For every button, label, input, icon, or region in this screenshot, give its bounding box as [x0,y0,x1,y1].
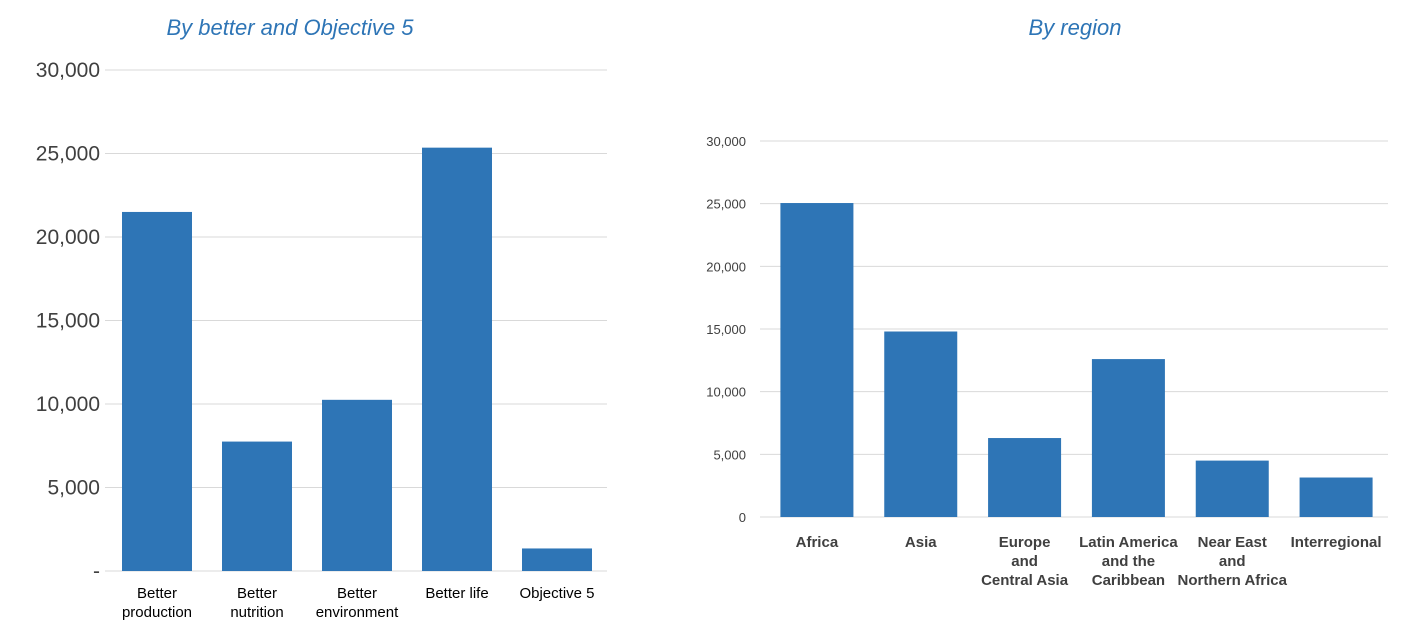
x-category-label: Better [237,585,277,602]
x-category-label: Caribbean [1092,572,1165,589]
x-category-label: and [1011,553,1038,570]
bar [780,203,854,518]
x-category-label: Better [337,585,377,602]
y-tick-label: 15,000 [706,322,746,337]
chart1-title: By better and Objective 5 [166,15,414,40]
x-category-label: Objective 5 [519,585,594,602]
bar [884,331,958,517]
bar [122,211,192,571]
x-category-label: and the [1102,553,1155,570]
bar [422,147,492,571]
x-category-label: Near East [1198,534,1267,551]
bar [1299,477,1373,517]
y-tick-label: 5,000 [47,477,100,500]
bar [322,399,392,571]
bar [222,441,292,571]
x-category-label: environment [316,604,399,621]
x-category-label: Latin America [1079,534,1178,551]
x-category-label: Central Asia [981,572,1069,589]
y-tick-label: 25,000 [36,143,100,166]
y-tick-label: 15,000 [36,310,100,333]
x-category-label: and [1219,553,1246,570]
y-tick-label: 10,000 [706,385,746,400]
bar [522,548,592,571]
chart1-plot: - 5,000 10,000 15,000 20,000 25,000 30,000 Bett… [36,59,607,621]
x-category-label: nutrition [230,604,283,621]
y-tick-label: 25,000 [706,197,746,212]
y-tick-label: 0 [739,510,746,525]
x-category-label: Better life [425,585,488,602]
x-category-label: Africa [796,534,839,551]
y-tick-label: 20,000 [36,226,100,249]
y-tick-label: 20,000 [706,259,746,274]
y-tick-label: - [93,560,100,583]
x-category-label: Northern Africa [1178,572,1288,589]
bar [988,438,1062,517]
x-category-label: Europe [999,534,1051,551]
y-tick-label: 30,000 [706,134,746,149]
bar [1091,359,1165,517]
x-category-label: Asia [905,534,937,551]
x-category-label: Better [137,585,177,602]
x-category-label: Interregional [1291,534,1382,551]
chart2-plot: 0 5,000 10,000 15,000 20,000 25,000 30,000 Afri… [706,134,1388,589]
x-category-label: production [122,604,192,621]
bar [1195,460,1269,517]
y-tick-label: 10,000 [36,393,100,416]
chart2-title: By region [1029,15,1122,40]
y-tick-label: 5,000 [713,447,746,462]
y-tick-label: 30,000 [36,59,100,82]
